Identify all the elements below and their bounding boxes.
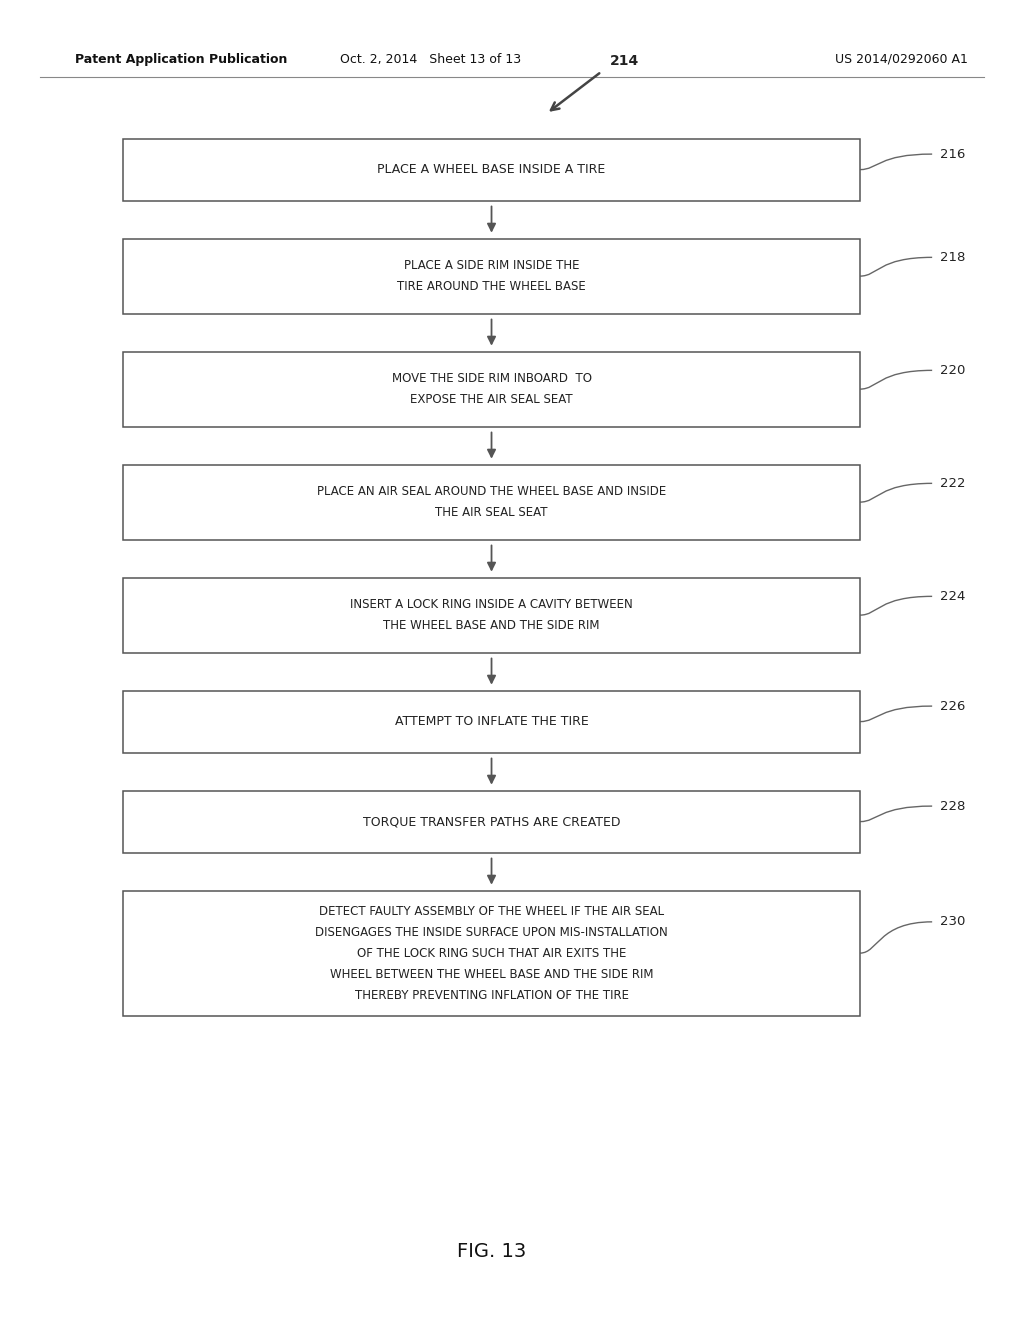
Text: MOVE THE SIDE RIM INBOARD  TO: MOVE THE SIDE RIM INBOARD TO: [391, 372, 592, 385]
Text: 228: 228: [940, 800, 966, 813]
Text: PLACE A WHEEL BASE INSIDE A TIRE: PLACE A WHEEL BASE INSIDE A TIRE: [378, 164, 605, 176]
Text: Patent Application Publication: Patent Application Publication: [75, 53, 288, 66]
Bar: [123, 891, 860, 1015]
Bar: [123, 690, 860, 752]
Text: TORQUE TRANSFER PATHS ARE CREATED: TORQUE TRANSFER PATHS ARE CREATED: [362, 814, 621, 828]
Text: OF THE LOCK RING SUCH THAT AIR EXITS THE: OF THE LOCK RING SUCH THAT AIR EXITS THE: [356, 946, 627, 960]
Text: DETECT FAULTY ASSEMBLY OF THE WHEEL IF THE AIR SEAL: DETECT FAULTY ASSEMBLY OF THE WHEEL IF T…: [318, 904, 665, 917]
Bar: [123, 139, 860, 201]
Bar: [123, 465, 860, 540]
Text: THE AIR SEAL SEAT: THE AIR SEAL SEAT: [435, 506, 548, 519]
Bar: [123, 578, 860, 652]
Text: THEREBY PREVENTING INFLATION OF THE TIRE: THEREBY PREVENTING INFLATION OF THE TIRE: [354, 989, 629, 1002]
Text: INSERT A LOCK RING INSIDE A CAVITY BETWEEN: INSERT A LOCK RING INSIDE A CAVITY BETWE…: [350, 598, 633, 611]
Text: 230: 230: [940, 915, 966, 928]
Text: ATTEMPT TO INFLATE THE TIRE: ATTEMPT TO INFLATE THE TIRE: [394, 715, 589, 729]
Text: 218: 218: [940, 251, 966, 264]
Bar: [123, 239, 860, 314]
Text: PLACE AN AIR SEAL AROUND THE WHEEL BASE AND INSIDE: PLACE AN AIR SEAL AROUND THE WHEEL BASE …: [316, 484, 667, 498]
Text: PLACE A SIDE RIM INSIDE THE: PLACE A SIDE RIM INSIDE THE: [403, 259, 580, 272]
Text: 220: 220: [940, 364, 966, 376]
Text: Oct. 2, 2014   Sheet 13 of 13: Oct. 2, 2014 Sheet 13 of 13: [340, 53, 520, 66]
Text: 226: 226: [940, 700, 966, 713]
Text: WHEEL BETWEEN THE WHEEL BASE AND THE SIDE RIM: WHEEL BETWEEN THE WHEEL BASE AND THE SID…: [330, 968, 653, 981]
Text: TIRE AROUND THE WHEEL BASE: TIRE AROUND THE WHEEL BASE: [397, 280, 586, 293]
Text: THE WHEEL BASE AND THE SIDE RIM: THE WHEEL BASE AND THE SIDE RIM: [383, 619, 600, 632]
Bar: [123, 791, 860, 853]
Bar: [123, 351, 860, 426]
Text: 222: 222: [940, 477, 966, 490]
Text: FIG. 13: FIG. 13: [457, 1242, 526, 1261]
Text: US 2014/0292060 A1: US 2014/0292060 A1: [835, 53, 968, 66]
Text: 224: 224: [940, 590, 966, 603]
Text: 214: 214: [609, 54, 639, 67]
Text: DISENGAGES THE INSIDE SURFACE UPON MIS-INSTALLATION: DISENGAGES THE INSIDE SURFACE UPON MIS-I…: [315, 925, 668, 939]
Text: 216: 216: [940, 148, 966, 161]
Text: EXPOSE THE AIR SEAL SEAT: EXPOSE THE AIR SEAL SEAT: [411, 393, 572, 407]
